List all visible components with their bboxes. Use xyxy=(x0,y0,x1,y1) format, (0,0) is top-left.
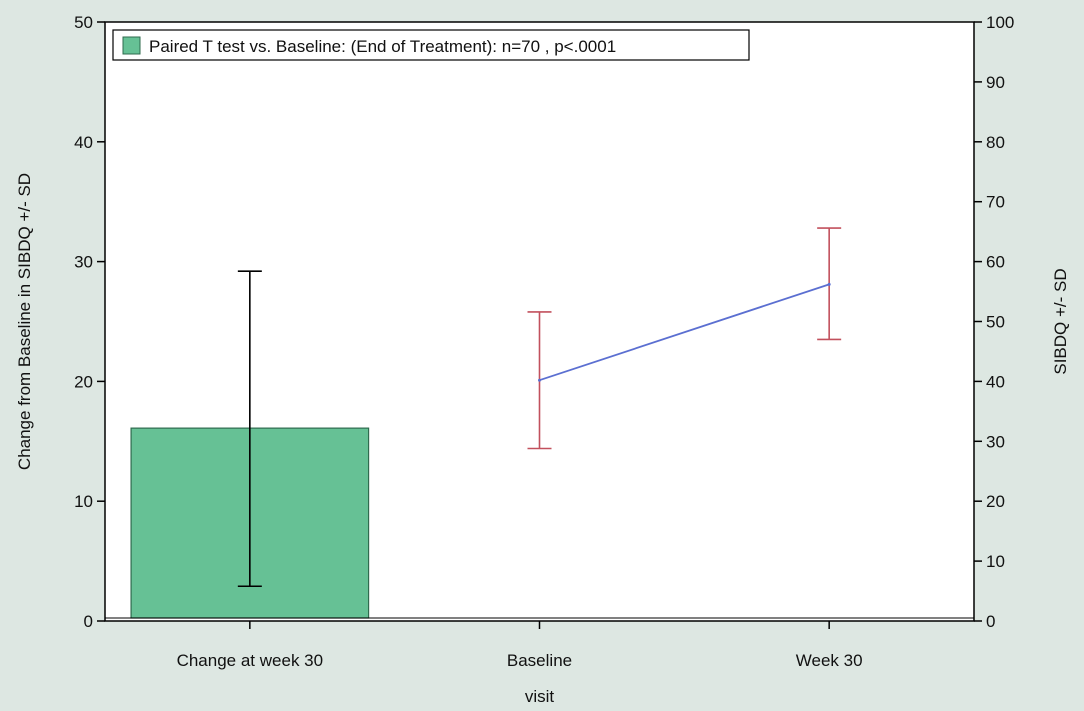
y-left-tick-label: 40 xyxy=(74,133,93,152)
series-point xyxy=(827,282,831,286)
y-left-tick-label: 10 xyxy=(74,492,93,511)
x-tick-label: Change at week 30 xyxy=(177,651,324,670)
y-right-tick-label: 20 xyxy=(986,492,1005,511)
legend-label: Paired T test vs. Baseline: (End of Trea… xyxy=(149,37,616,56)
y-right-tick-label: 80 xyxy=(986,133,1005,152)
y-right-tick-label: 90 xyxy=(986,73,1005,92)
y-axis-right-title: SIBDQ +/- SD xyxy=(1051,268,1070,374)
legend: Paired T test vs. Baseline: (End of Trea… xyxy=(112,29,750,61)
y-left-tick-label: 50 xyxy=(74,13,93,32)
x-tick-label: Week 30 xyxy=(796,651,863,670)
series-line xyxy=(539,283,830,382)
y-left-tick-label: 30 xyxy=(74,253,93,272)
y-right-tick-label: 0 xyxy=(986,612,995,631)
legend-swatch xyxy=(122,36,141,55)
x-tick-label: Baseline xyxy=(507,651,572,670)
y-left-tick-label: 20 xyxy=(74,372,93,391)
y-right-tick-label: 60 xyxy=(986,253,1005,272)
y-right-tick-label: 10 xyxy=(986,552,1005,571)
y-right-tick-label: 50 xyxy=(986,313,1005,332)
y-right-tick-label: 70 xyxy=(986,193,1005,212)
legend-box xyxy=(112,29,750,61)
y-right-tick-label: 100 xyxy=(986,13,1014,32)
y-axis-left-title: Change from Baseline in SIBDQ +/- SD xyxy=(15,173,34,470)
x-axis-title: visit xyxy=(525,687,555,706)
y-right-tick-label: 30 xyxy=(986,432,1005,451)
y-right-tick-label: 40 xyxy=(986,372,1005,391)
series-point xyxy=(538,378,541,382)
y-left-tick-label: 0 xyxy=(84,612,93,631)
